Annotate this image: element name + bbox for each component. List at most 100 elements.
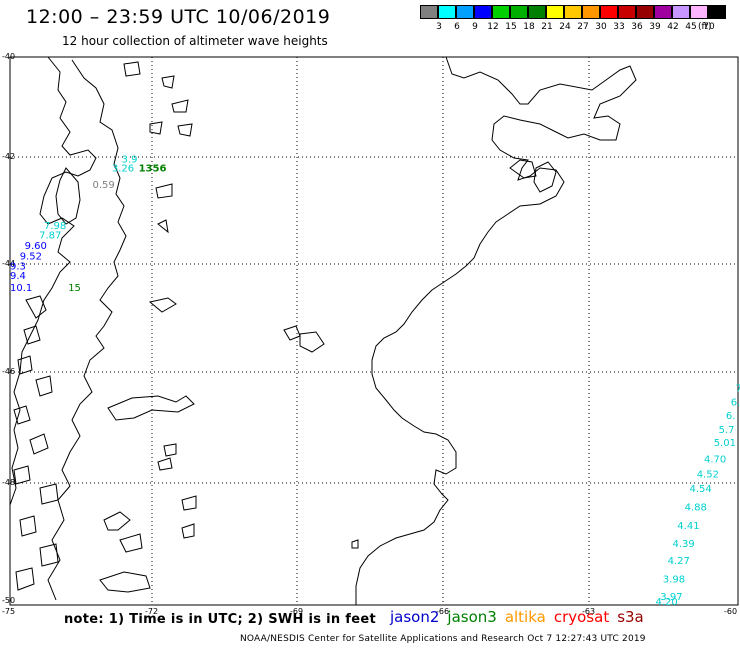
coastline bbox=[9, 56, 637, 605]
lon-label: -72 bbox=[145, 607, 158, 616]
wave-height-label: 4.20 bbox=[656, 597, 678, 608]
fjord-islands bbox=[13, 295, 59, 591]
island-small bbox=[351, 539, 359, 549]
color-scale-tick: 36 bbox=[631, 22, 643, 32]
chile-coast bbox=[9, 56, 97, 506]
wave-height-label: 3.98 bbox=[663, 574, 685, 585]
wave-height-label: 5.7 bbox=[719, 425, 735, 436]
wave-height-label: 4.41 bbox=[677, 521, 699, 532]
wave-height-label: 9.3 bbox=[10, 261, 26, 272]
color-swatch bbox=[510, 5, 528, 19]
color-swatch bbox=[600, 5, 618, 19]
wave-height-label: 4.54 bbox=[690, 484, 712, 495]
lat-label: -46 bbox=[2, 367, 15, 376]
gulf-san-matias bbox=[533, 161, 557, 193]
lake-buenos-aires bbox=[103, 511, 143, 553]
wave-height-label: 6. bbox=[731, 397, 740, 408]
chiloe-island bbox=[55, 167, 81, 225]
wave-height-label: 7.87 bbox=[39, 230, 61, 241]
color-swatch bbox=[528, 5, 546, 19]
wave-height-label: 9.60 bbox=[25, 241, 47, 252]
small-lakes bbox=[123, 61, 197, 539]
color-swatch bbox=[654, 5, 672, 19]
lat-label: -42 bbox=[2, 152, 15, 161]
latitude-labels: -40 -42 -44 -46 -48 -50 bbox=[2, 52, 15, 605]
argentina-atlantic-coast bbox=[355, 56, 637, 605]
color-swatch bbox=[708, 5, 726, 19]
satellite-legend-item: jason3 bbox=[447, 608, 497, 626]
color-swatch bbox=[618, 5, 636, 19]
color-scale-tick: 42 bbox=[667, 22, 679, 32]
wave-height-label: 4.27 bbox=[668, 556, 690, 567]
lat-label: -44 bbox=[2, 259, 15, 268]
andes-coast bbox=[47, 59, 127, 601]
color-swatch bbox=[474, 5, 492, 19]
color-scale-unit: (ft) bbox=[698, 22, 712, 32]
color-scale-tick: 33 bbox=[613, 22, 625, 32]
color-scale-tick: 12 bbox=[487, 22, 499, 32]
map-subtitle: 12 hour collection of altimeter wave hei… bbox=[62, 34, 328, 48]
color-swatch bbox=[582, 5, 600, 19]
color-swatch bbox=[636, 5, 654, 19]
color-scale-tick: 18 bbox=[523, 22, 535, 32]
satellite-legend: jason2 jason3 altika cryosat s3a bbox=[390, 608, 652, 626]
color-swatch bbox=[564, 5, 582, 19]
color-scale-tick: 30 bbox=[595, 22, 607, 32]
satellite-legend-item: jason2 bbox=[390, 608, 440, 626]
lon-label: -75 bbox=[2, 607, 15, 616]
wave-height-label: 3.9 bbox=[122, 154, 138, 165]
valdes-peninsula bbox=[509, 159, 537, 179]
wave-height-label: 7 bbox=[736, 383, 740, 394]
wave-height-label: 10.1 bbox=[10, 283, 32, 294]
color-scale-tick: 6 bbox=[454, 22, 460, 32]
color-swatch bbox=[438, 5, 456, 19]
wave-height-label: 4.52 bbox=[697, 469, 719, 480]
wave-height-label: 3.97 bbox=[660, 592, 682, 603]
lon-label: -63 bbox=[582, 607, 595, 616]
lon-label: -60 bbox=[724, 607, 737, 616]
color-scale-tick: 39 bbox=[649, 22, 661, 32]
color-swatch bbox=[672, 5, 690, 19]
map-title: 12:00 – 23:59 UTC 10/06/2019 bbox=[26, 6, 331, 28]
lake-general-carrera bbox=[107, 395, 195, 421]
color-swatch bbox=[456, 5, 474, 19]
wave-height-label: 6. bbox=[726, 411, 736, 422]
color-scale-tick: 9 bbox=[472, 22, 478, 32]
wave-height-label: 3.26 bbox=[112, 163, 134, 174]
wave-height-label: 7.98 bbox=[44, 221, 66, 232]
satellite-legend-item: cryosat bbox=[553, 608, 610, 626]
map-frame bbox=[9, 56, 739, 606]
wave-height-label: 5.01 bbox=[714, 438, 736, 449]
satellite-legend-item: altika bbox=[504, 608, 546, 626]
lat-label: -50 bbox=[2, 596, 15, 605]
wave-height-label: 15 bbox=[68, 283, 81, 294]
wave-height-label: 1356 bbox=[139, 163, 167, 174]
satellite-legend-item: s3a bbox=[617, 608, 644, 626]
wave-height-label: 4.88 bbox=[685, 503, 707, 514]
color-swatch bbox=[492, 5, 510, 19]
wave-height-observations: 1356 3.263.9 0.59 7.987.879.609.529.39.410.… bbox=[10, 154, 740, 608]
lake-argentino bbox=[99, 571, 151, 593]
color-scale-tick: 70 bbox=[703, 22, 715, 32]
wave-height-label: 4.70 bbox=[704, 455, 726, 466]
isla-tova bbox=[283, 325, 325, 353]
color-scale-tick: 45 bbox=[685, 22, 697, 32]
footer-note: note: 1) Time is in UTC; 2) SWH is in fe… bbox=[64, 612, 376, 627]
lat-label: -48 bbox=[2, 478, 15, 487]
color-swatch bbox=[690, 5, 708, 19]
wave-height-label: 9.52 bbox=[20, 252, 42, 263]
color-swatch bbox=[546, 5, 564, 19]
credit-line: NOAA/NESDIS Center for Satellite Applica… bbox=[240, 634, 646, 644]
color-scale-tick: 27 bbox=[577, 22, 589, 32]
color-swatch bbox=[420, 5, 438, 19]
color-scale-tick: 21 bbox=[541, 22, 553, 32]
wave-height-label: 9.4 bbox=[10, 271, 26, 282]
color-scale-tick: 3 bbox=[436, 22, 442, 32]
wave-height-label: 4.39 bbox=[673, 539, 695, 550]
longitude-labels: -75 -72 -69 -66 -63 -60 bbox=[2, 607, 737, 616]
wave-height-label: 0.59 bbox=[93, 180, 115, 191]
graticule bbox=[10, 56, 738, 605]
color-scale-tick: 24 bbox=[559, 22, 571, 32]
color-scale-tick: 15 bbox=[505, 22, 517, 32]
